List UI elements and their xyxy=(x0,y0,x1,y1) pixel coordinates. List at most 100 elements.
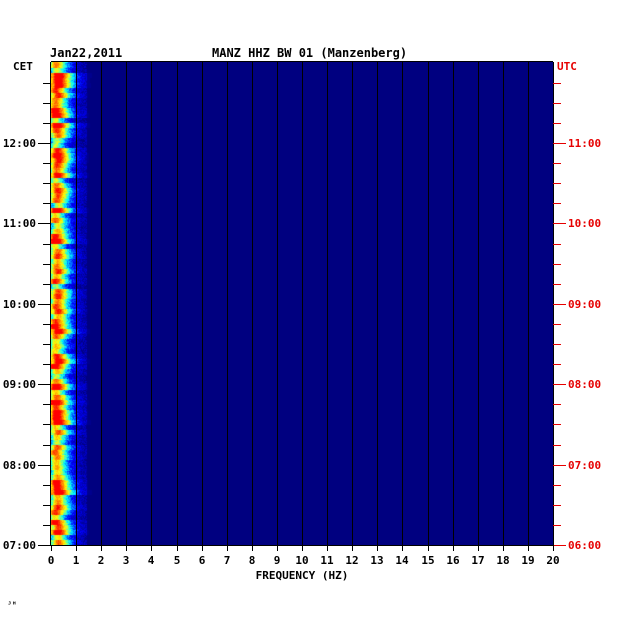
x-axis-label: 14 xyxy=(395,554,409,567)
left-time-label: 10:00 xyxy=(2,298,36,311)
left-time-label: 08:00 xyxy=(2,459,36,472)
x-tick-1hz xyxy=(76,545,77,551)
left-tick-minor xyxy=(43,264,51,265)
plot-date-label: Jan22,2011 xyxy=(50,46,123,60)
gridline-9hz xyxy=(277,62,278,545)
x-axis-label: 17 xyxy=(471,554,485,567)
x-tick-3hz xyxy=(126,545,127,551)
right-time-label: 06:00 xyxy=(568,539,602,552)
x-axis-label: 13 xyxy=(370,554,384,567)
left-tick-minor xyxy=(43,505,51,506)
x-tick-13hz xyxy=(377,545,378,551)
right-tick-minor xyxy=(553,103,561,104)
x-tick-10hz xyxy=(302,545,303,551)
left-tick-major xyxy=(38,384,51,385)
gridline-15hz xyxy=(428,62,429,545)
right-tick-minor xyxy=(553,445,561,446)
right-axis-caption: UTC xyxy=(557,60,577,73)
x-tick-18hz xyxy=(503,545,504,551)
x-axis-label: 9 xyxy=(273,554,281,567)
x-axis-label: 15 xyxy=(421,554,435,567)
right-time-label: 11:00 xyxy=(568,137,602,150)
right-tick-minor xyxy=(553,183,561,184)
x-tick-2hz xyxy=(101,545,102,551)
left-time-label: 07:00 xyxy=(2,539,36,552)
x-axis-label: 6 xyxy=(198,554,206,567)
right-tick-major xyxy=(553,304,566,305)
x-tick-7hz xyxy=(227,545,228,551)
x-axis-label: 11 xyxy=(320,554,334,567)
left-tick-minor xyxy=(43,485,51,486)
x-axis-title: FREQUENCY (HZ) xyxy=(255,569,349,582)
right-tick-minor xyxy=(553,344,561,345)
gridline-16hz xyxy=(453,62,454,545)
x-tick-4hz xyxy=(151,545,152,551)
left-tick-minor xyxy=(43,83,51,84)
left-time-label: 11:00 xyxy=(2,217,36,230)
left-tick-minor xyxy=(43,284,51,285)
gridline-1hz xyxy=(76,62,77,545)
right-tick-major xyxy=(553,143,566,144)
x-axis-label: 5 xyxy=(173,554,181,567)
right-tick-major xyxy=(553,223,566,224)
right-tick-minor xyxy=(553,244,561,245)
x-axis-label: 7 xyxy=(223,554,231,567)
x-axis-label: 10 xyxy=(295,554,309,567)
gridline-11hz xyxy=(327,62,328,545)
gridline-13hz xyxy=(377,62,378,545)
x-axis-label: 8 xyxy=(248,554,256,567)
right-tick-minor xyxy=(553,203,561,204)
plot-border-left xyxy=(50,62,51,545)
left-tick-minor xyxy=(43,344,51,345)
gridline-3hz xyxy=(126,62,127,545)
gridline-6hz xyxy=(202,62,203,545)
x-axis-label: 1 xyxy=(72,554,80,567)
x-tick-17hz xyxy=(478,545,479,551)
left-tick-minor xyxy=(43,203,51,204)
x-tick-20hz xyxy=(553,545,554,551)
right-tick-minor xyxy=(553,505,561,506)
gridline-17hz xyxy=(478,62,479,545)
x-tick-8hz xyxy=(252,545,253,551)
right-time-label: 07:00 xyxy=(568,459,602,472)
x-axis-label: 19 xyxy=(521,554,535,567)
x-tick-0hz xyxy=(51,545,52,551)
left-tick-minor xyxy=(43,424,51,425)
gridline-10hz xyxy=(302,62,303,545)
left-tick-major xyxy=(38,143,51,144)
plot-border-top xyxy=(51,61,553,62)
x-tick-14hz xyxy=(402,545,403,551)
left-time-label: 09:00 xyxy=(2,378,36,391)
left-tick-minor xyxy=(43,103,51,104)
plot-station-label: MANZ HHZ BW 01 (Manzenberg) xyxy=(212,46,408,60)
left-tick-major xyxy=(38,223,51,224)
right-tick-minor xyxy=(553,163,561,164)
left-tick-major xyxy=(38,465,51,466)
right-tick-minor xyxy=(553,404,561,405)
left-tick-major xyxy=(38,304,51,305)
right-tick-major xyxy=(553,384,566,385)
right-time-label: 09:00 xyxy=(568,298,602,311)
right-tick-minor xyxy=(553,525,561,526)
spectrogram-plot-area[interactable] xyxy=(51,62,553,545)
left-tick-minor xyxy=(43,525,51,526)
right-time-label: 08:00 xyxy=(568,378,602,391)
right-tick-minor xyxy=(553,364,561,365)
right-tick-minor xyxy=(553,324,561,325)
right-tick-major xyxy=(553,545,566,546)
x-axis-label: 18 xyxy=(496,554,510,567)
right-tick-minor xyxy=(553,485,561,486)
right-tick-minor xyxy=(553,83,561,84)
right-tick-minor xyxy=(553,264,561,265)
x-axis-label: 12 xyxy=(345,554,359,567)
x-axis-label: 2 xyxy=(97,554,105,567)
x-tick-19hz xyxy=(528,545,529,551)
right-tick-minor xyxy=(553,424,561,425)
x-axis-label: 4 xyxy=(147,554,155,567)
x-axis-label: 3 xyxy=(122,554,130,567)
corner-artifact-mark: ᴶᴴ xyxy=(7,600,17,609)
left-axis-caption: CET xyxy=(13,60,33,73)
x-tick-16hz xyxy=(453,545,454,551)
right-time-label: 10:00 xyxy=(568,217,602,230)
gridline-7hz xyxy=(227,62,228,545)
